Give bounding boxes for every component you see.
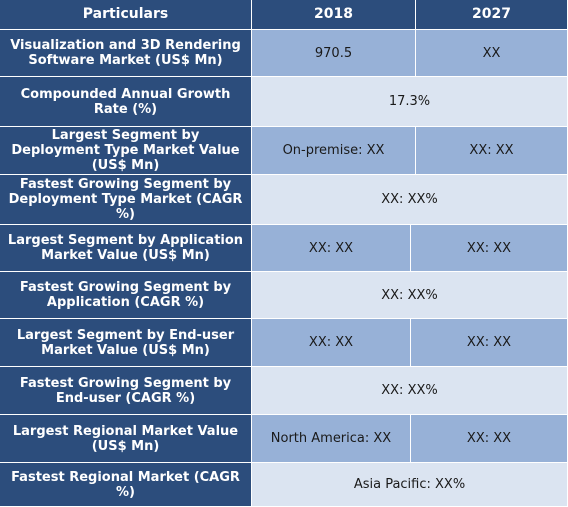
row-value-2027: XX: XX — [411, 225, 568, 272]
row-label: Fastest Growing Segment by End-user (CAG… — [0, 367, 252, 415]
row-value-merged: XX: XX% — [252, 367, 568, 415]
row-value-2018: 970.5 — [252, 30, 416, 77]
row-label: Fastest Regional Market (CAGR %) — [0, 463, 252, 507]
row-value-2027: XX — [416, 30, 568, 77]
row-value-2018: North America: XX — [252, 415, 411, 463]
row-value-merged: XX: XX% — [252, 272, 568, 319]
row-value-2027: XX: XX — [411, 319, 568, 367]
row-value-2018: XX: XX — [252, 225, 411, 272]
row-value-merged: XX: XX% — [252, 175, 568, 225]
row-label: Largest Segment by Deployment Type Marke… — [0, 127, 252, 175]
header-year-2018: 2018 — [252, 0, 416, 30]
row-label: Largest Regional Market Value (US$ Mn) — [0, 415, 252, 463]
row-label: Largest Segment by Application Market Va… — [0, 225, 252, 272]
row-label: Fastest Growing Segment by Application (… — [0, 272, 252, 319]
row-value-2027: XX: XX — [411, 415, 568, 463]
row-label: Fastest Growing Segment by Deployment Ty… — [0, 175, 252, 225]
row-label: Compounded Annual Growth Rate (%) — [0, 77, 252, 127]
row-label: Largest Segment by End-user Market Value… — [0, 319, 252, 367]
row-value-2018: On-premise: XX — [252, 127, 416, 175]
header-particulars: Particulars — [0, 0, 252, 30]
header-year-2027: 2027 — [416, 0, 568, 30]
row-value-2027: XX: XX — [416, 127, 568, 175]
row-value-merged: Asia Pacific: XX% — [252, 463, 568, 507]
row-value-2018: XX: XX — [252, 319, 411, 367]
row-value-merged: 17.3% — [252, 77, 568, 127]
row-label: Visualization and 3D Rendering Software … — [0, 30, 252, 77]
